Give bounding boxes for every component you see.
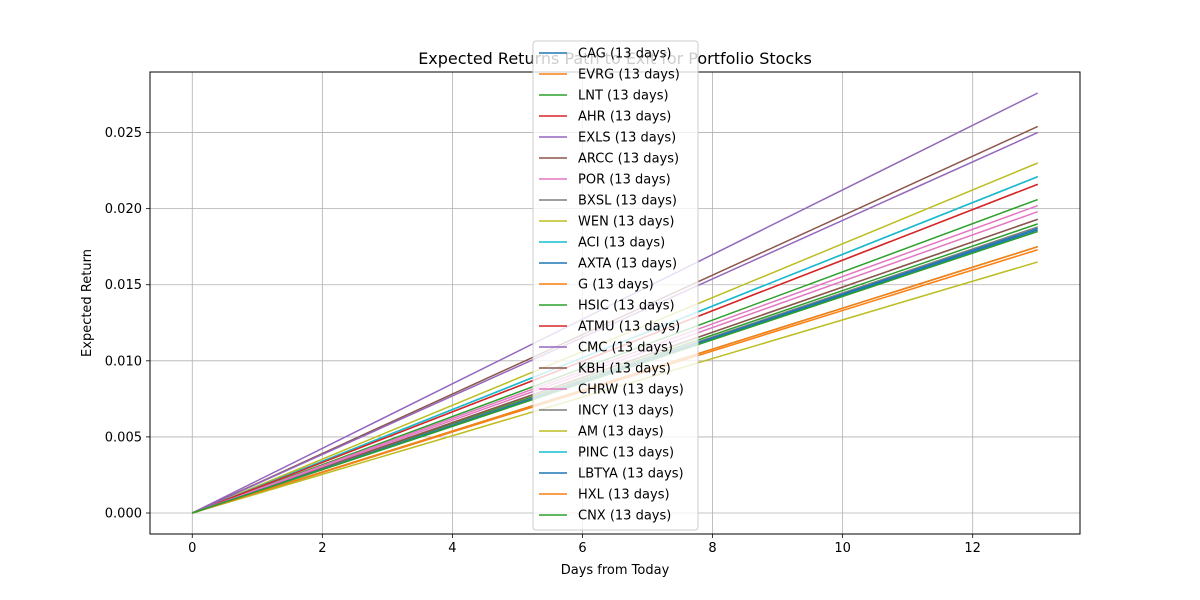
- legend-label: EXLS (13 days): [578, 131, 676, 146]
- y-tick-label: 0.010: [105, 354, 142, 369]
- x-tick-label: 12: [964, 541, 981, 556]
- legend-box: [532, 40, 699, 531]
- legend-label: AM (13 days): [578, 425, 664, 440]
- x-tick-label: 6: [578, 541, 586, 556]
- x-tick-label: 4: [448, 541, 456, 556]
- axis-ticks: 0 2 4 6 8 10 12 0.000 0.005 0.010 0.015 0.020 0.025: [105, 126, 981, 556]
- legend-label: BXSL (13 days): [578, 194, 677, 209]
- legend-label: ATMU (13 days): [578, 320, 680, 335]
- legend-label: CAG (13 days): [578, 47, 671, 62]
- legend-label: LBTYA (13 days): [578, 467, 684, 482]
- legend-label: CHRW (13 days): [578, 383, 684, 398]
- legend-label: ACI (13 days): [578, 236, 665, 251]
- legend-label: EVRG (13 days): [578, 68, 680, 83]
- legend-label: ARCC (13 days): [578, 152, 679, 167]
- y-axis-label: Expected Return: [80, 249, 95, 357]
- y-tick-label: 0.025: [105, 126, 142, 141]
- legend-label: KBH (13 days): [578, 362, 671, 377]
- legend-label: INCY (13 days): [578, 404, 674, 419]
- legend-label: G (13 days): [578, 278, 654, 293]
- x-axis-label: Days from Today: [561, 563, 670, 578]
- y-tick-label: 0.020: [105, 202, 142, 217]
- legend-label: CNX (13 days): [578, 509, 671, 524]
- y-tick-label: 0.000: [105, 507, 142, 522]
- legend-label: LNT (13 days): [578, 89, 669, 104]
- x-tick-label: 10: [834, 541, 851, 556]
- legend: CAG (13 days) EVRG (13 days) LNT (13 days)…: [532, 40, 699, 531]
- legend-label: AXTA (13 days): [578, 257, 677, 272]
- legend-label: PINC (13 days): [578, 446, 674, 461]
- x-tick-label: 0: [188, 541, 196, 556]
- legend-label: HSIC (13 days): [578, 299, 675, 314]
- legend-label: HXL (13 days): [578, 488, 670, 503]
- y-tick-label: 0.005: [105, 430, 142, 445]
- legend-label: POR (13 days): [578, 173, 671, 188]
- legend-label: CMC (13 days): [578, 341, 673, 356]
- x-tick-label: 2: [318, 541, 326, 556]
- x-tick-label: 8: [708, 541, 716, 556]
- legend-label: AHR (13 days): [578, 110, 671, 125]
- legend-label: WEN (13 days): [578, 215, 674, 230]
- y-tick-label: 0.015: [105, 278, 142, 293]
